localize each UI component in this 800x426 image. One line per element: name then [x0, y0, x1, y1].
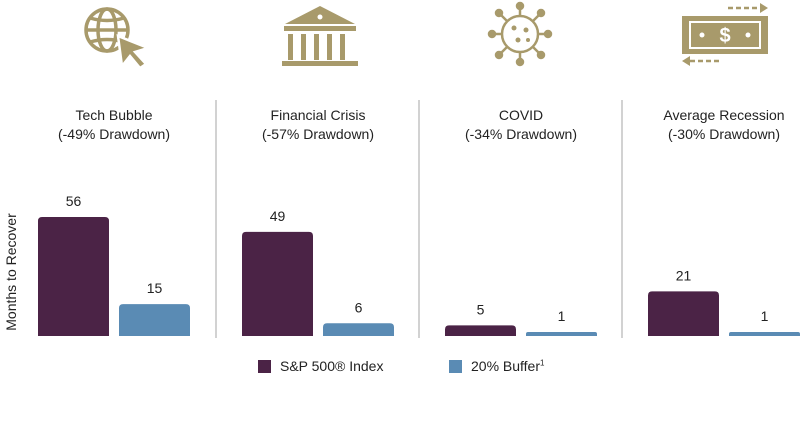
virus-icon	[487, 1, 553, 67]
value-label: 15	[147, 280, 163, 296]
legend-swatch-sp500	[258, 359, 271, 373]
icons: $	[84, 1, 768, 70]
group-title: COVID	[499, 107, 543, 123]
y-axis-label: Months to Recover	[3, 213, 19, 331]
legend-footnote-marker: 1	[540, 358, 545, 368]
legend-swatch-buffer	[449, 359, 462, 373]
group-subtitle: (-30% Drawdown)	[668, 126, 780, 142]
group-subtitle: (-57% Drawdown)	[262, 126, 374, 142]
group-dividers	[215, 100, 623, 338]
legend-item-buffer: 20% Buffer1	[449, 358, 544, 374]
bank-building-icon	[282, 6, 358, 66]
legend: S&P 500® Index 20% Buffer1	[0, 358, 800, 382]
globe-cursor-icon	[84, 7, 152, 70]
bar-sp500	[242, 231, 313, 336]
svg-text:$: $	[719, 25, 730, 47]
bar-buffer	[729, 332, 800, 336]
bar-buffer	[323, 323, 394, 336]
value-label: 6	[355, 299, 363, 315]
bars	[38, 217, 800, 336]
bar-sp500	[648, 291, 719, 336]
group-subtitle: (-49% Drawdown)	[58, 126, 170, 142]
bar-buffer	[119, 304, 190, 336]
group-titles: Tech Bubble (-49% Drawdown) Financial Cris…	[58, 107, 785, 142]
group-title: Tech Bubble	[75, 107, 152, 123]
legend-label-sp500: S&P 500® Index	[280, 358, 384, 374]
value-label: 49	[270, 208, 286, 224]
bar-sp500	[38, 217, 109, 336]
value-label: 21	[676, 267, 692, 283]
legend-label-buffer: 20% Buffer	[471, 358, 541, 374]
value-label: 56	[66, 193, 82, 209]
value-label: 5	[477, 301, 485, 317]
value-labels: 56 15 49 6 5 1 21 1	[66, 193, 769, 324]
bar-sp500	[445, 325, 516, 336]
value-label: 1	[558, 308, 566, 324]
bar-buffer	[526, 332, 597, 336]
legend-item-sp500: S&P 500® Index	[258, 358, 383, 374]
group-title: Average Recession	[663, 107, 784, 123]
dollar-bill-icon: $	[682, 3, 768, 66]
group-title: Financial Crisis	[271, 107, 366, 123]
group-subtitle: (-34% Drawdown)	[465, 126, 577, 142]
value-label: 1	[761, 308, 769, 324]
